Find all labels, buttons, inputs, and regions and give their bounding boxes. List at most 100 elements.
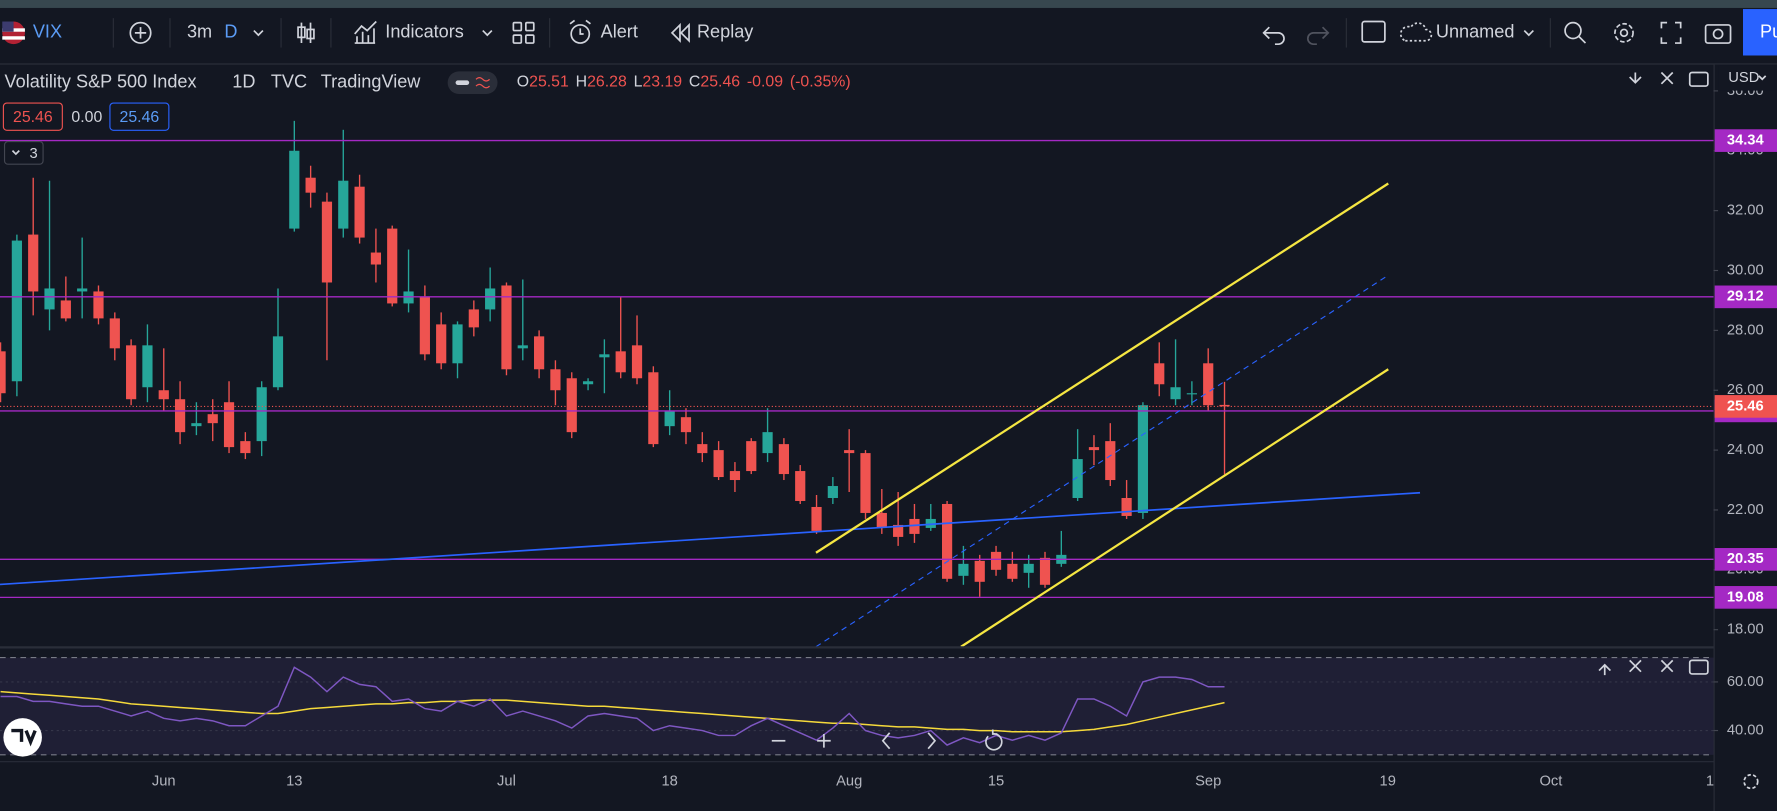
fullscreen-button[interactable] [1660,21,1682,44]
candle-body [697,444,708,454]
level-label-box [1714,586,1777,609]
currency[interactable]: USD [1728,70,1759,86]
templates-button[interactable] [512,21,535,44]
candle-body [501,285,512,370]
candle-body [1203,363,1214,406]
candle-body [664,411,675,427]
symbol[interactable]: VIX [33,22,62,42]
publish-label[interactable]: Pu [1760,22,1777,42]
candle-body [338,180,349,229]
visibility-toggle[interactable] [447,71,498,95]
level-label-box [1714,285,1777,309]
scroll-right-button[interactable] [927,732,937,750]
pane-buttons[interactable] [1598,659,1674,676]
reset-button[interactable] [985,729,1003,751]
alert-button[interactable]: Alert [569,19,638,44]
candle-body [109,318,120,349]
cloud-icon [1399,22,1433,42]
indicators-button[interactable]: Indicators [354,20,493,44]
candle-body [305,177,316,193]
candle-body [1170,387,1181,400]
trend-line[interactable] [0,491,1421,586]
toolbar: VIX 3m D Indicators [2,9,1777,56]
candle-body [93,291,104,319]
legend-buttons[interactable] [1629,71,1674,85]
candle-body [354,186,365,238]
candle-body [256,387,267,442]
candle-body [321,201,333,283]
ohlc-prefix: C [689,74,700,91]
gear-center [1619,28,1629,38]
undo-button[interactable] [1262,26,1285,46]
candle-body [468,309,479,328]
x-tick-label: Sep [1195,773,1221,789]
candle-body [599,354,610,358]
rsi-band [0,657,1714,755]
candle-icon [306,28,315,40]
y-tick-label: 32.00 [1727,203,1764,219]
replay-label[interactable]: Replay [697,22,754,42]
select-layout-button[interactable] [1361,20,1386,43]
maximize-button[interactable] [1688,71,1709,87]
chevron [11,150,20,156]
logo-mark [11,728,37,747]
symbol-name: Volatility S&P 500 Index [5,71,197,91]
candle-body [517,345,528,349]
publish-button[interactable] [1743,9,1777,56]
x-tick-label: 18 [661,773,677,789]
flag-stripe [2,36,25,40]
toggle-icon [455,80,470,85]
settings-button[interactable] [1614,22,1634,43]
replay-button[interactable]: Replay [670,22,754,43]
dropdown [482,29,493,37]
indicator-count[interactable]: 3 [29,146,37,162]
candle-body [126,345,137,400]
ohlc-prefix: H [576,74,587,91]
layout-name[interactable]: Unnamed [1436,22,1515,42]
layout-button[interactable]: Unnamed [1399,22,1534,42]
value-box [109,102,170,131]
alert-icon [570,24,591,44]
level-label: 20.35 [1727,551,1764,567]
channel-upper[interactable] [815,182,1389,554]
pane-maximize[interactable] [1688,659,1709,675]
candle-body [582,381,594,385]
scroll-left-button[interactable] [881,732,891,750]
search-button[interactable] [1564,21,1587,44]
candle-body [860,453,871,513]
rsi-tick-label: 60.00 [1727,674,1764,690]
channel-lower[interactable] [960,368,1389,647]
chart-type-button[interactable] [297,22,315,44]
candle-body [1154,363,1165,385]
candle-body [60,300,71,319]
alert-label[interactable]: Alert [601,22,638,42]
grid-icon [524,21,535,32]
plus-circle-icon [129,21,152,44]
zoom-in-button[interactable] [817,733,831,748]
interval-unit[interactable]: D [224,22,237,42]
candle-body [795,471,806,501]
x-tick-label: 13 [286,773,302,789]
x-tick-label: 19 [1380,773,1396,789]
candle-body [550,369,561,391]
ohlc-prefix: O [517,74,529,91]
candle-body [615,351,626,373]
interval-button[interactable]: 3m [187,22,212,42]
exchange: TVC [271,71,307,91]
axis-settings[interactable] [1743,773,1759,790]
high-value: 26.28 [587,74,627,91]
screenshot-button[interactable] [1704,24,1732,44]
level-label: 29.12 [1727,289,1764,305]
candle-body [191,423,202,427]
redo-button[interactable] [1307,26,1330,46]
indicators-label[interactable]: Indicators [385,22,464,42]
flag-canton [2,21,14,32]
channel-median[interactable] [815,274,1389,647]
symbol-button[interactable]: VIX [2,21,62,45]
interval-dropdown[interactable] [253,29,264,37]
indicators-collapse[interactable] [3,141,44,165]
add-symbol-button[interactable] [129,21,152,44]
